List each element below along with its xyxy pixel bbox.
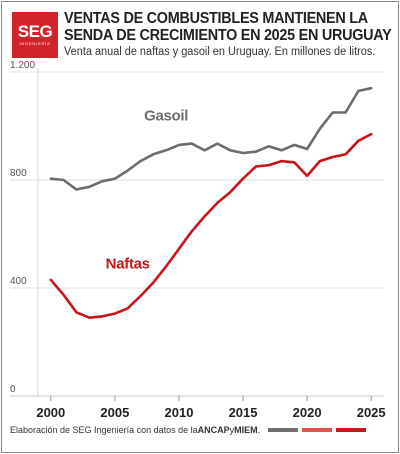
chart-footer: Elaboración de SEG Ingeniería con datos …: [10, 425, 367, 435]
y-tick-label-1200: 1.200: [10, 60, 35, 71]
footer-source-ancap: ANCAP: [197, 425, 230, 435]
chart-title-line-2: SENDA DE CRECIMIENTO EN 2025 EN URUGUAY: [64, 27, 392, 44]
series-label-naftas: Naftas: [106, 255, 150, 272]
footer-text-prefix: Elaboración de SEG Ingeniería con datos …: [10, 425, 198, 435]
x-tick-label-2005: 2005: [100, 405, 129, 420]
chart-title: VENTAS DE COMBUSTIBLES MANTIENEN LA SEND…: [64, 10, 392, 44]
x-tick-label-2020: 2020: [293, 405, 322, 420]
footer-swatch-red: [336, 428, 367, 432]
footer-swatch-light-red: [302, 428, 333, 432]
footer-swatch-gray: [268, 428, 299, 432]
seg-logo: SEG INGENIERÍA: [12, 12, 58, 58]
x-tick-label-2000: 2000: [36, 405, 65, 420]
x-tick-label-2010: 2010: [165, 405, 194, 420]
y-tick-label-800: 800: [10, 168, 27, 179]
x-tick-label-2025: 2025: [357, 405, 386, 420]
footer-text-middle: y: [229, 425, 235, 435]
logo-text: SEG: [17, 22, 53, 41]
chart-title-line-1: VENTAS DE COMBUSTIBLES MANTIENEN LA: [64, 10, 368, 27]
chart-subtitle: Venta anual de naftas y gasoil en Urugua…: [64, 46, 376, 58]
footer-source-miem: MIEM: [234, 425, 258, 435]
series-line-naftas: [49, 132, 373, 320]
series-line-gasoil: [49, 86, 373, 191]
x-tick-label-2015: 2015: [229, 405, 258, 420]
y-tick-label-400: 400: [10, 276, 27, 287]
series-label-gasoil: Gasoil: [144, 107, 188, 124]
footer-text-suffix: .: [257, 425, 261, 435]
logo-subtext: INGENIERÍA: [19, 41, 51, 46]
y-tick-label-0: 0: [10, 384, 16, 395]
